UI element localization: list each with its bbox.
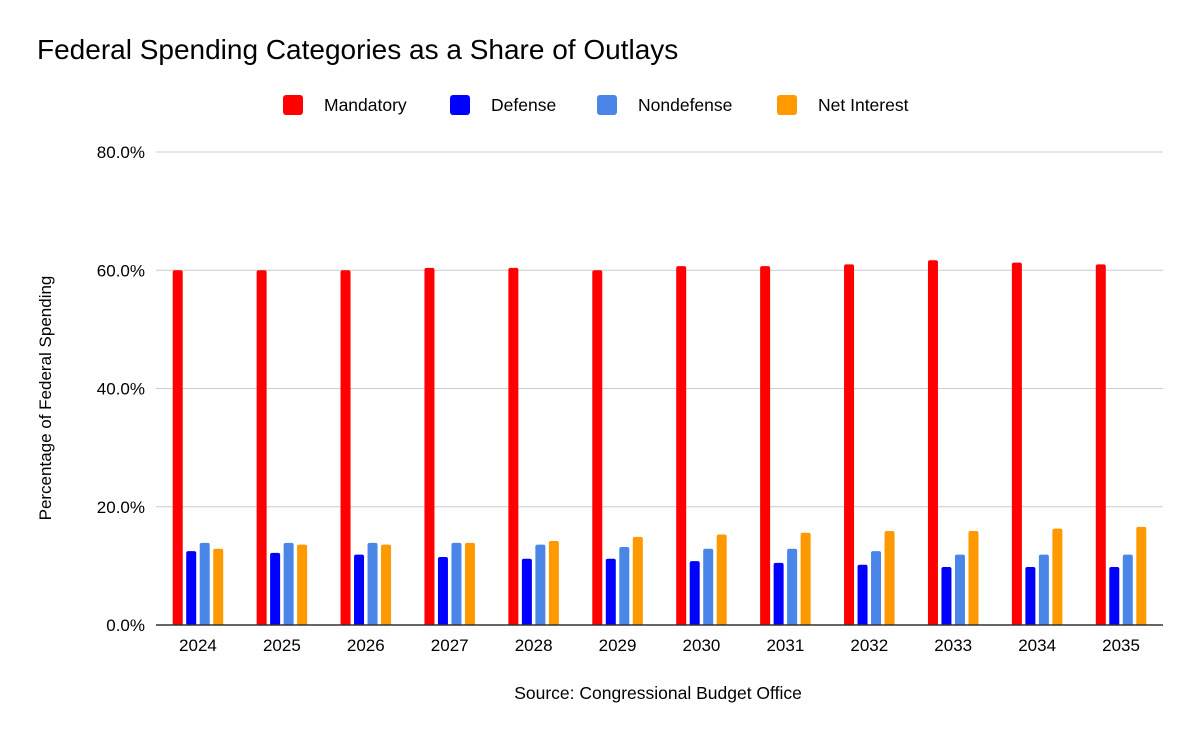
y-tick-label: 60.0% <box>97 261 145 280</box>
legend-swatch <box>450 95 470 115</box>
x-tick-label: 2030 <box>683 636 721 655</box>
bar-mandatory-2035 <box>1095 264 1106 625</box>
legend-swatch <box>283 95 303 115</box>
legend-item-nondefense: Nondefense <box>597 92 732 118</box>
bar-defense-2033 <box>941 567 952 625</box>
x-tick-label: 2028 <box>515 636 553 655</box>
bar-net-interest-2024 <box>213 548 224 625</box>
bar-net-interest-2026 <box>381 544 392 625</box>
bar-nondefense-2026 <box>367 542 378 625</box>
bar-defense-2027 <box>437 557 448 625</box>
bar-defense-2035 <box>1109 567 1120 625</box>
bar-nondefense-2028 <box>535 544 546 625</box>
bar-nondefense-2030 <box>703 548 714 625</box>
legend-swatch <box>597 95 617 115</box>
bar-mandatory-2025 <box>256 270 267 625</box>
x-tick-label: 2025 <box>263 636 301 655</box>
bar-net-interest-2031 <box>800 532 811 625</box>
bar-mandatory-2031 <box>760 266 771 625</box>
bar-defense-2024 <box>186 551 197 625</box>
legend-item-mandatory: Mandatory <box>283 92 407 118</box>
legend-swatch <box>777 95 797 115</box>
bar-mandatory-2029 <box>592 270 603 625</box>
bar-mandatory-2034 <box>1011 262 1022 625</box>
bar-mandatory-2028 <box>508 267 519 625</box>
bar-net-interest-2028 <box>548 541 559 625</box>
bar-nondefense-2025 <box>283 542 294 625</box>
legend-item-defense: Defense <box>450 92 556 118</box>
x-tick-label: 2032 <box>850 636 888 655</box>
bar-nondefense-2027 <box>451 542 462 625</box>
bar-mandatory-2024 <box>172 270 183 625</box>
bar-nondefense-2029 <box>619 546 630 625</box>
x-tick-label: 2024 <box>179 636 217 655</box>
bar-nondefense-2035 <box>1122 554 1133 625</box>
bar-mandatory-2030 <box>676 266 687 625</box>
x-tick-label: 2034 <box>1018 636 1056 655</box>
legend-label: Mandatory <box>324 94 407 115</box>
y-tick-label: 80.0% <box>97 143 145 162</box>
legend-label: Net Interest <box>818 94 909 115</box>
y-tick-label: 40.0% <box>97 380 145 399</box>
bar-nondefense-2032 <box>871 551 882 625</box>
bar-net-interest-2027 <box>464 542 475 625</box>
bar-defense-2028 <box>521 558 532 625</box>
bar-nondefense-2033 <box>954 554 965 625</box>
y-tick-label: 20.0% <box>97 498 145 517</box>
bar-net-interest-2030 <box>716 534 727 625</box>
x-tick-label: 2027 <box>431 636 469 655</box>
bar-nondefense-2031 <box>787 548 798 625</box>
legend-item-net-interest: Net Interest <box>777 92 908 118</box>
x-tick-label: 2035 <box>1102 636 1140 655</box>
bar-net-interest-2033 <box>968 530 979 625</box>
bar-defense-2032 <box>857 564 868 625</box>
bar-net-interest-2029 <box>632 536 643 625</box>
x-tick-label: 2033 <box>934 636 972 655</box>
legend-label: Nondefense <box>638 94 733 115</box>
bar-net-interest-2035 <box>1136 526 1147 625</box>
y-axis-label: Percentage of Federal Spending <box>36 275 55 521</box>
x-tick-label: 2031 <box>766 636 804 655</box>
bar-mandatory-2026 <box>340 270 351 625</box>
legend-label: Defense <box>491 94 557 115</box>
bar-mandatory-2032 <box>844 264 855 625</box>
chart-title: Federal Spending Categories as a Share o… <box>37 34 679 65</box>
bar-defense-2031 <box>773 562 784 625</box>
bar-nondefense-2024 <box>199 542 210 625</box>
bar-net-interest-2032 <box>884 530 895 625</box>
x-axis-label-source: Source: Congressional Budget Office <box>514 683 802 703</box>
bar-mandatory-2027 <box>424 267 435 625</box>
bar-mandatory-2033 <box>927 260 938 625</box>
bar-defense-2034 <box>1025 567 1036 625</box>
bar-defense-2026 <box>354 554 365 625</box>
bar-defense-2029 <box>605 558 616 625</box>
y-tick-label: 0.0% <box>106 616 145 635</box>
bar-net-interest-2025 <box>297 544 308 625</box>
bar-net-interest-2034 <box>1052 528 1063 625</box>
x-tick-label: 2029 <box>599 636 637 655</box>
bar-nondefense-2034 <box>1038 554 1049 625</box>
bar-defense-2030 <box>689 561 700 625</box>
bar-defense-2025 <box>270 552 281 625</box>
legend: Mandatory Defense Nondefense Net Interest <box>0 92 1200 118</box>
x-tick-label: 2026 <box>347 636 385 655</box>
